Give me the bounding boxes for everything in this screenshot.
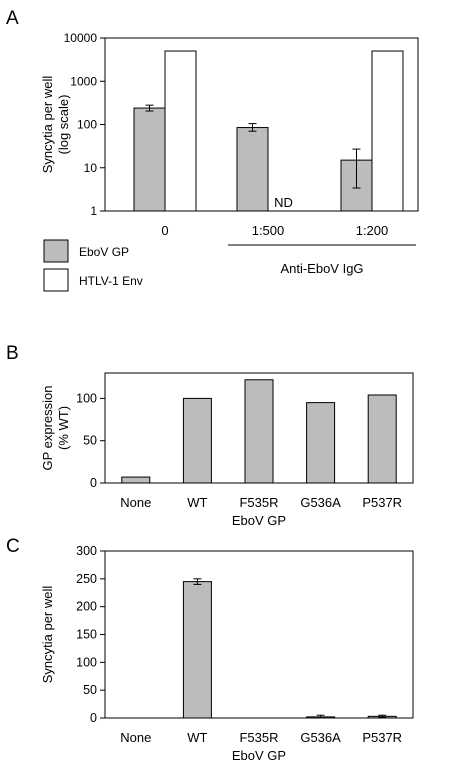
bar-htlv-env xyxy=(164,50,197,212)
y-tick-label: 1000 xyxy=(70,74,97,88)
legend-label-htlv-env: HTLV-1 Env xyxy=(79,274,143,288)
x-tick-label: WT xyxy=(187,495,207,510)
panel-letter: A xyxy=(6,8,19,29)
legend-swatch-ebov-gp xyxy=(43,239,69,263)
y-axis-label: Syncytia per well(log scale) xyxy=(40,76,71,174)
x-tick-label: P537R xyxy=(362,730,402,745)
y-tick-label: 150 xyxy=(76,628,97,642)
y-tick-label: 100 xyxy=(76,391,97,405)
panel-c: C 0 50 100 150 200 250 300 Syncytia per well None… xyxy=(6,536,414,763)
x-axis-label: EboV GP xyxy=(232,513,286,528)
y-tick-label: 50 xyxy=(83,683,97,697)
y-axis-label-line: (log scale) xyxy=(56,95,71,155)
bar-ebov-gp xyxy=(133,107,166,212)
y-axis-label-line: GP expression xyxy=(40,385,55,470)
y-axis-label-line: Syncytia per well xyxy=(40,586,55,684)
y-tick-label: 250 xyxy=(76,572,97,586)
y-tick-label: 300 xyxy=(76,544,97,558)
y-axis-label: GP expression(% WT) xyxy=(40,385,71,470)
panel-b: B 0 50 100 GP expression(% WT) None WT F535R G53… xyxy=(6,343,414,528)
y-tick-label: 100 xyxy=(76,655,97,669)
bar xyxy=(182,581,212,719)
y-tick-label: 50 xyxy=(83,434,97,448)
y-tick-label: 200 xyxy=(76,600,97,614)
y-axis-label: Syncytia per well xyxy=(40,586,55,684)
y-axis-label-line: (% WT) xyxy=(56,406,71,450)
y-tick-label: 0 xyxy=(90,476,97,490)
x-tick-label: P537R xyxy=(362,495,402,510)
y-tick-label: 10000 xyxy=(64,31,98,45)
y-tick-label: 1 xyxy=(90,204,97,218)
y-tick-label: 0 xyxy=(90,711,97,725)
y-axis-label-line: Syncytia per well xyxy=(40,76,55,174)
plot-frame xyxy=(104,550,414,719)
x-tick-label: F535R xyxy=(239,730,278,745)
panel-letter: B xyxy=(6,343,19,364)
legend-label-ebov-gp: EboV GP xyxy=(79,245,129,259)
nd-label: ND xyxy=(274,195,293,210)
x-tick-label: None xyxy=(120,730,151,745)
bar-ebov-gp xyxy=(236,127,269,212)
group-label: Anti-EboV IgG xyxy=(280,261,363,276)
panel-a: A 1 10 100 1000 10000 Syncytia per well(log sc… xyxy=(6,8,419,292)
y-tick-label: 10 xyxy=(84,161,98,175)
legend-swatch-htlv-env xyxy=(43,268,69,292)
x-axis-label: EboV GP xyxy=(232,748,286,763)
x-tick-label: None xyxy=(120,495,151,510)
bar xyxy=(306,402,336,484)
y-tick-label: 100 xyxy=(77,118,97,132)
x-tick-label: 0 xyxy=(161,223,168,238)
x-tick-label: F535R xyxy=(239,495,278,510)
bar xyxy=(244,379,274,484)
x-tick-label: 1:500 xyxy=(252,223,285,238)
bar xyxy=(182,397,212,484)
bar-htlv-env xyxy=(371,50,404,212)
x-tick-label: WT xyxy=(187,730,207,745)
bar xyxy=(367,394,397,484)
panel-letter: C xyxy=(6,536,20,557)
x-tick-label: G536A xyxy=(300,495,341,510)
bar xyxy=(121,476,151,484)
x-tick-label: G536A xyxy=(300,730,341,745)
x-tick-label: 1:200 xyxy=(356,223,389,238)
